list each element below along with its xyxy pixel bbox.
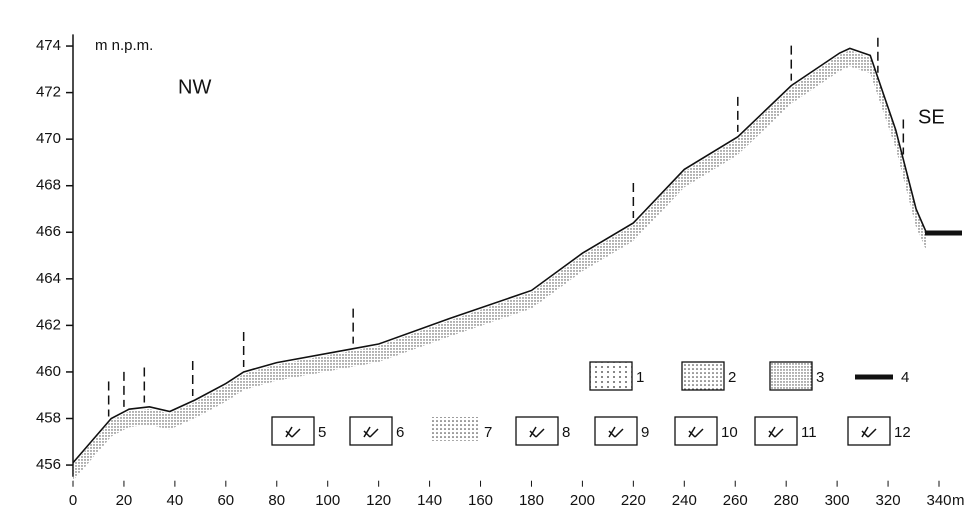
legend-symbol [530,427,544,437]
legend-label: 8 [562,424,570,441]
legend-box [848,417,890,445]
legend-label: 6 [396,424,404,441]
x-tick-label: 60 [217,492,234,509]
legend-label: 1 [636,369,644,386]
legend-box [590,362,632,390]
y-tick-label: 462 [36,316,61,333]
x-axis-label: m [952,492,965,509]
legend-symbol [862,427,876,437]
legend-label: 5 [318,424,326,441]
legend-symbol [432,417,480,441]
legend-box [675,417,717,445]
y-tick-label: 456 [36,456,61,473]
annotation: SE [918,106,945,128]
annotation: NW [178,76,211,98]
x-tick-label: 260 [723,492,748,509]
legend-symbol [689,427,703,437]
legend-box [272,417,314,445]
legend-symbol [364,427,378,437]
y-tick-label: 466 [36,223,61,240]
y-tick-label: 458 [36,409,61,426]
x-tick-label: 0 [69,492,77,509]
y-axis-label: m n.p.m. [95,37,153,54]
legend-label: 4 [901,369,909,386]
y-tick-label: 472 [36,84,61,101]
legend-symbol [286,427,300,437]
legend-box [350,417,392,445]
legend-label: 11 [801,424,817,441]
x-tick-label: 300 [825,492,850,509]
x-tick-label: 200 [570,492,595,509]
y-tick-label: 460 [36,363,61,380]
x-tick-label: 120 [366,492,391,509]
x-tick-label: 160 [468,492,493,509]
y-tick-label: 470 [36,130,61,147]
y-tick-label: 474 [36,37,61,54]
legend-symbol [769,427,783,437]
legend-box [755,417,797,445]
legend-label: 10 [721,424,738,441]
legend-label: 9 [641,424,649,441]
legend-box [770,362,812,390]
x-tick-label: 40 [167,492,184,509]
y-tick-label: 468 [36,177,61,194]
legend-label: 3 [816,369,824,386]
legend-label: 7 [484,424,492,441]
x-tick-label: 240 [672,492,697,509]
x-tick-label: 220 [621,492,646,509]
x-tick-label: 320 [876,492,901,509]
x-tick-label: 280 [774,492,799,509]
x-tick-label: 20 [116,492,133,509]
y-tick-label: 464 [36,270,61,287]
legend-box [516,417,558,445]
chart: m n.p.m. NW SE m 45645846046246446646847… [0,0,969,516]
legend-box [682,362,724,390]
ground-fill [73,50,926,480]
legend-symbol [609,427,623,437]
legend-box [595,417,637,445]
x-tick-label: 140 [417,492,442,509]
x-tick-label: 340 [926,492,951,509]
x-tick-label: 100 [315,492,340,509]
legend-label: 12 [894,424,911,441]
x-tick-label: 80 [268,492,285,509]
legend-label: 2 [728,369,736,386]
x-tick-label: 180 [519,492,544,509]
